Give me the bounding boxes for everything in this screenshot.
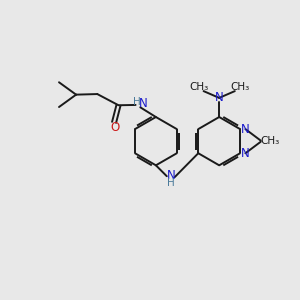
Text: CH₃: CH₃ [189, 82, 208, 92]
Text: CH₃: CH₃ [260, 136, 280, 146]
Text: N: N [241, 147, 250, 160]
Text: N: N [167, 169, 176, 182]
Text: N: N [215, 92, 224, 104]
Text: O: O [110, 121, 119, 134]
Text: H: H [167, 178, 175, 188]
Text: CH₃: CH₃ [230, 82, 249, 92]
Text: N: N [241, 123, 250, 136]
Text: N: N [139, 97, 148, 110]
Text: H: H [134, 97, 141, 107]
